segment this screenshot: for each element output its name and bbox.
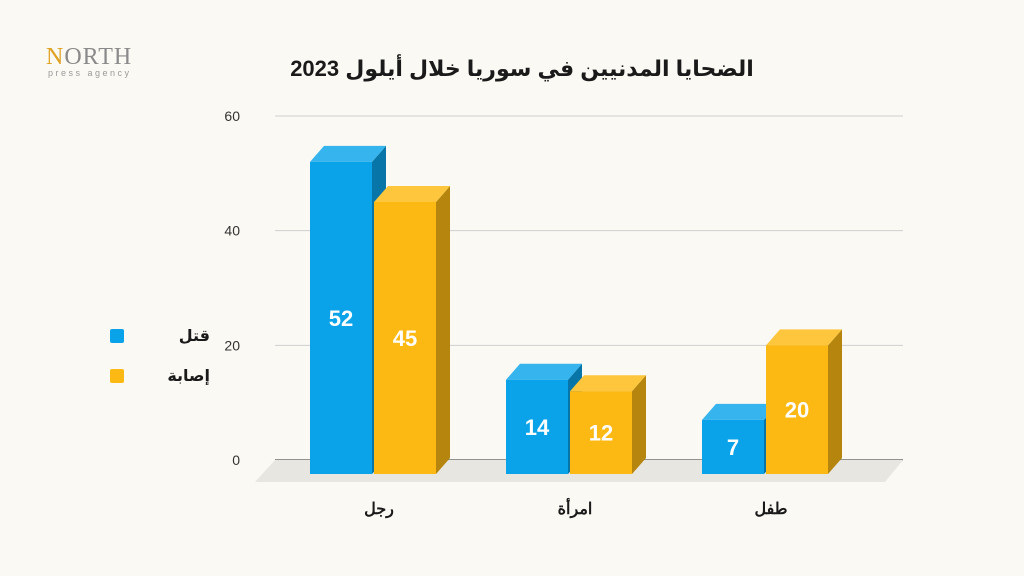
bar: [506, 379, 568, 474]
x-tick-label: طفل: [755, 501, 788, 518]
legend-swatch-killed: [110, 329, 124, 343]
legend-item-injured: إصابة: [110, 366, 210, 386]
data-label: 14: [525, 415, 550, 440]
bar-top: [702, 403, 778, 420]
bar: [310, 161, 372, 474]
bar-side: [828, 329, 842, 474]
legend: قتل إصابة: [110, 326, 210, 406]
y-tick-label: 0: [232, 452, 240, 468]
bar-top: [570, 375, 646, 392]
north-press-logo: NORTH press agency: [46, 44, 166, 84]
data-label: 52: [329, 306, 353, 331]
data-label: 45: [393, 326, 417, 351]
bar: [570, 391, 632, 474]
x-tick-label: رجل: [364, 501, 394, 519]
bar-top: [766, 329, 842, 346]
bar: [766, 345, 828, 474]
bar-top: [374, 186, 450, 202]
bar: [374, 202, 436, 474]
bar-top: [506, 363, 582, 380]
logo-word: ORTH: [64, 44, 133, 70]
legend-label-killed: قتل: [178, 328, 210, 345]
bar-top: [310, 145, 386, 162]
legend-item-killed: قتل: [110, 326, 210, 346]
y-tick-label: 60: [224, 108, 240, 124]
bar: [702, 419, 764, 474]
data-label: 7: [727, 435, 739, 460]
bar-side: [436, 186, 450, 474]
legend-label-injured: إصابة: [167, 368, 210, 385]
bar-side: [632, 375, 646, 474]
data-label: 12: [589, 421, 613, 446]
x-tick-label: امرأة: [558, 497, 593, 519]
y-tick-label: 40: [224, 223, 240, 239]
y-tick-label: 20: [224, 337, 240, 353]
legend-swatch-injured: [110, 369, 124, 383]
logo-initial: N: [46, 44, 65, 70]
chart-title: الضحايا المدنيين في سوريا خلال أيلول 202…: [290, 56, 754, 81]
data-label: 20: [785, 398, 809, 423]
logo-tagline: press agency: [48, 68, 132, 78]
